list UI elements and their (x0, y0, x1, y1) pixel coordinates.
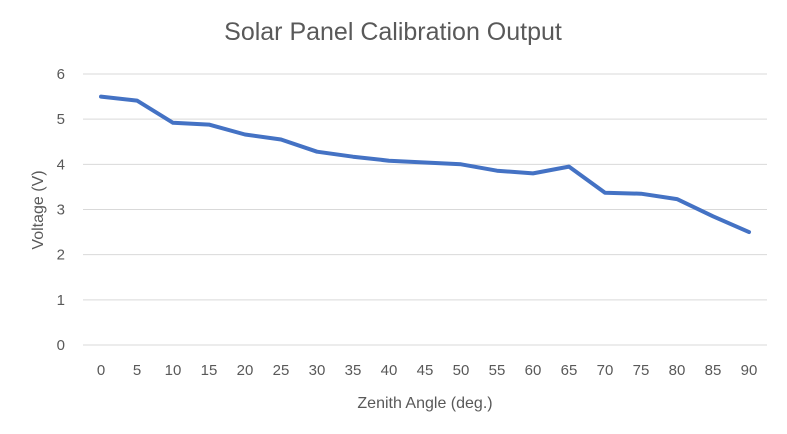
x-tick-label: 35 (345, 362, 362, 379)
x-tick-label: 40 (381, 362, 398, 379)
gridlines (83, 73, 767, 346)
x-tick-label: 45 (417, 362, 434, 379)
y-tick-label: 5 (57, 111, 65, 128)
x-tick-label: 0 (97, 362, 105, 379)
y-axis-ticks: 0 1 2 3 4 5 6 (57, 66, 65, 354)
x-tick-label: 10 (165, 362, 182, 379)
y-tick-label: 0 (57, 337, 65, 354)
x-tick-label: 15 (201, 362, 218, 379)
y-tick-label: 6 (57, 66, 65, 83)
x-tick-label: 70 (597, 362, 614, 379)
x-tick-label: 80 (669, 362, 686, 379)
x-tick-label: 90 (741, 362, 758, 379)
chart-title: Solar Panel Calibration Output (224, 18, 562, 46)
x-tick-label: 50 (453, 362, 470, 379)
x-axis-label: Zenith Angle (deg.) (357, 395, 492, 412)
x-axis-ticks: 0 5 10 15 20 25 30 35 40 45 50 55 60 65 70 75 80 85 90 (97, 362, 758, 379)
x-tick-label: 60 (525, 362, 542, 379)
x-tick-label: 85 (705, 362, 722, 379)
y-tick-label: 3 (57, 202, 65, 219)
series-layer (99, 94, 751, 235)
y-tick-label: 2 (57, 247, 65, 264)
y-tick-label: 4 (57, 156, 65, 173)
y-tick-label: 1 (57, 292, 65, 309)
x-tick-label: 25 (273, 362, 290, 379)
x-tick-label: 5 (133, 362, 141, 379)
x-tick-label: 30 (309, 362, 326, 379)
series-line (99, 94, 751, 235)
x-tick-label: 55 (489, 362, 506, 379)
x-tick-label: 75 (633, 362, 650, 379)
x-tick-label: 65 (561, 362, 578, 379)
x-tick-label: 20 (237, 362, 254, 379)
y-axis-label: Voltage (V) (30, 170, 47, 249)
